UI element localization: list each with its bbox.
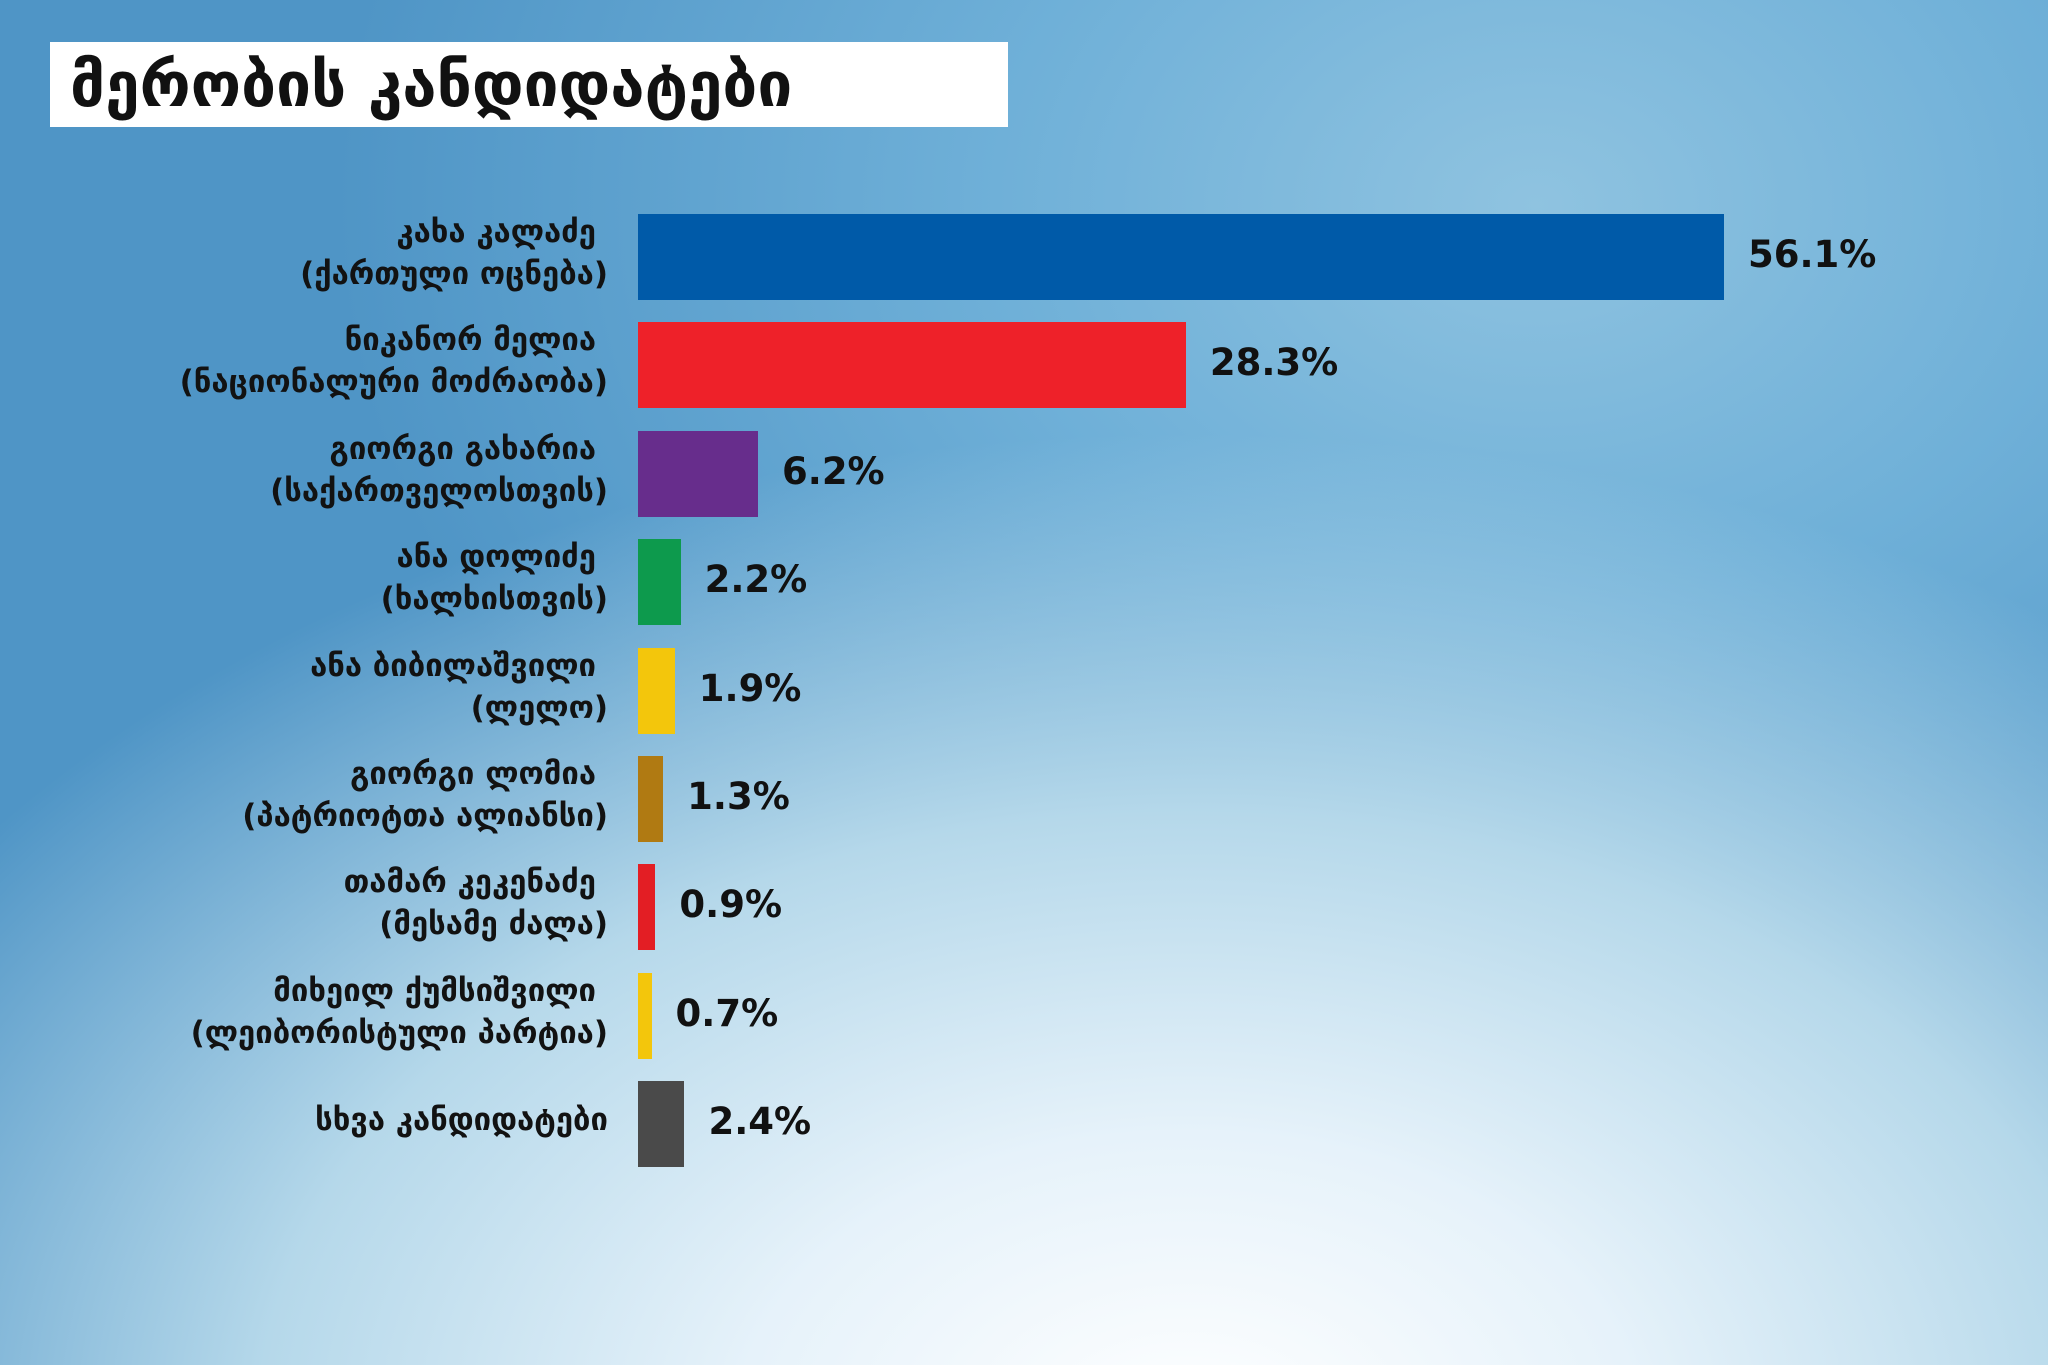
bar-3 — [638, 430, 759, 517]
party-name: (ქართული ოცნება) — [300, 256, 608, 292]
category-label-7: თამარ კეკენაძე (მესამე ძალა) — [0, 861, 608, 945]
bar-1 — [638, 214, 1724, 300]
value-label-6: 1.3% — [687, 775, 790, 818]
bar-8 — [638, 972, 652, 1059]
category-label-8: მიხეილ ქუმსიშვილი (ლეიბორისტული პარტია) — [0, 970, 608, 1054]
candidate-name: გიორგი გახარია — [329, 430, 596, 467]
value-label-2: 28.3% — [1209, 341, 1339, 385]
party-name: (ხალხისთვის) — [380, 581, 608, 618]
candidate-name: კახა კალაძე — [396, 214, 596, 250]
category-label-4: ანა დოლიძე (ხალხისთვის) — [0, 536, 608, 620]
party-name: (პატრიოტთა ალიანსი) — [242, 798, 608, 834]
candidate-name: გიორგი ლომია — [350, 756, 596, 792]
bar-9 — [638, 1081, 685, 1168]
candidate-name: მიხეილ ქუმსიშვილი — [273, 972, 596, 1009]
value-label-5: 1.9% — [698, 666, 802, 710]
bar-5 — [638, 647, 675, 734]
bar-2 — [638, 322, 1186, 409]
bar-7 — [638, 864, 656, 951]
category-label-3: გიორგი გახარია (საქართველოსთვის) — [0, 428, 608, 512]
candidate-name: ანა ბიბილაშვილი — [310, 647, 596, 684]
party-name: (მესამე ძალა) — [379, 906, 608, 943]
value-label-9: 2.4% — [708, 1100, 812, 1144]
party-name: (საქართველოსთვის) — [270, 472, 608, 509]
candidate-name: თამარ კეკენაძე — [343, 864, 596, 901]
value-label-8: 0.7% — [675, 991, 779, 1035]
category-label-9: სხვა კანდიდატები — [0, 1099, 608, 1141]
candidate-name: ანა დოლიძე — [396, 539, 596, 576]
category-label-1: კახა კალაძე (ქართული ოცნება) — [0, 211, 608, 295]
candidate-name: ნიკანორ მელია — [344, 322, 596, 359]
category-label-2: ნიკანორ მელია (ნაციონალური მოძრაობა) — [0, 319, 608, 403]
category-label-6: გიორგი ლომია (პატრიოტთა ალიანსი) — [0, 753, 608, 837]
chart-title: მერობის კანდიდატები — [70, 48, 793, 121]
value-label-7: 0.9% — [679, 883, 783, 927]
party-name: (ლელო) — [470, 689, 608, 726]
bar-4 — [638, 539, 681, 626]
value-label-3: 6.2% — [782, 449, 885, 493]
value-label-4: 2.2% — [704, 558, 808, 602]
candidate-name: სხვა კანდიდატები — [315, 1102, 608, 1139]
category-label-5: ანა ბიბილაშვილი (ლელო) — [0, 645, 608, 729]
bar-6 — [638, 756, 664, 842]
party-name: (ნაციონალური მოძრაობა) — [179, 364, 608, 401]
value-label-1: 56.1% — [1748, 233, 1877, 276]
party-name: (ლეიბორისტული პარტია) — [190, 1014, 608, 1051]
chart-title-box: მერობის კანდიდატები — [50, 42, 1008, 127]
